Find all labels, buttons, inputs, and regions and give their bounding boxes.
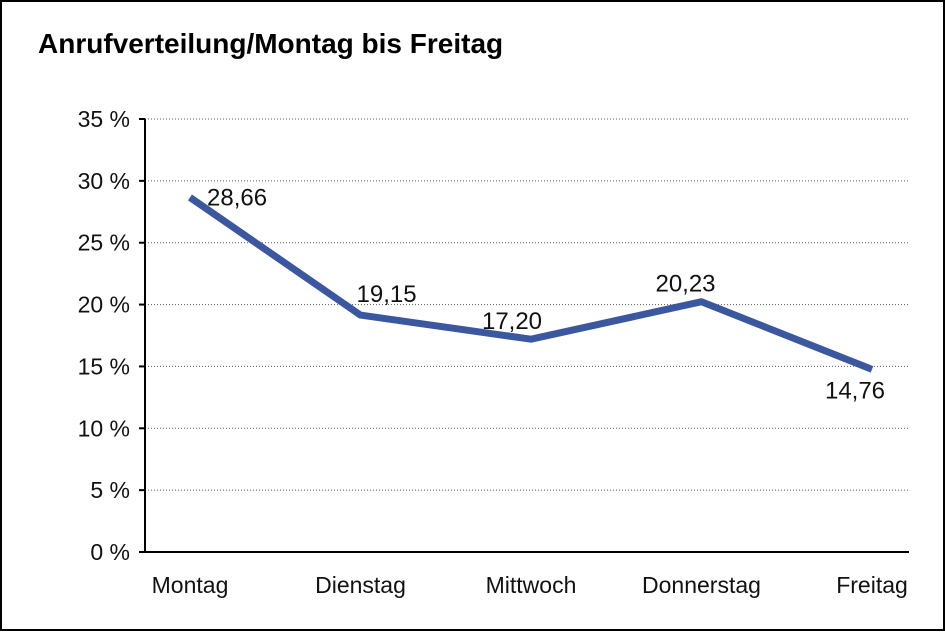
y-axis-tick-label: 20 % <box>78 292 130 318</box>
y-axis-tick-label: 30 % <box>78 168 130 194</box>
data-point-label: 28,66 <box>207 184 267 211</box>
y-axis-tick-label: 15 % <box>78 353 130 379</box>
data-line <box>188 194 874 373</box>
y-axis-tick-label: 35 % <box>78 106 130 132</box>
x-axis-category-label: Mittwoch <box>486 572 577 598</box>
y-axis-tick-label: 5 % <box>90 477 130 503</box>
data-point-label: 14,76 <box>825 377 885 404</box>
x-axis-category-label: Freitag <box>836 572 908 598</box>
data-point-label: 17,20 <box>482 308 542 335</box>
data-point-label: 20,23 <box>655 271 715 298</box>
y-axis-tick-label: 25 % <box>78 230 130 256</box>
y-axis-tick-label: 0 % <box>90 539 130 565</box>
y-axis-tick-label: 10 % <box>78 415 130 441</box>
data-point-label: 19,15 <box>357 281 417 308</box>
x-axis-category-label: Montag <box>152 572 229 598</box>
x-axis-category-label: Dienstag <box>315 572 406 598</box>
x-axis-category-label: Donnerstag <box>642 572 761 598</box>
chart-title: Anrufverteilung/Montag bis Freitag <box>38 28 504 59</box>
